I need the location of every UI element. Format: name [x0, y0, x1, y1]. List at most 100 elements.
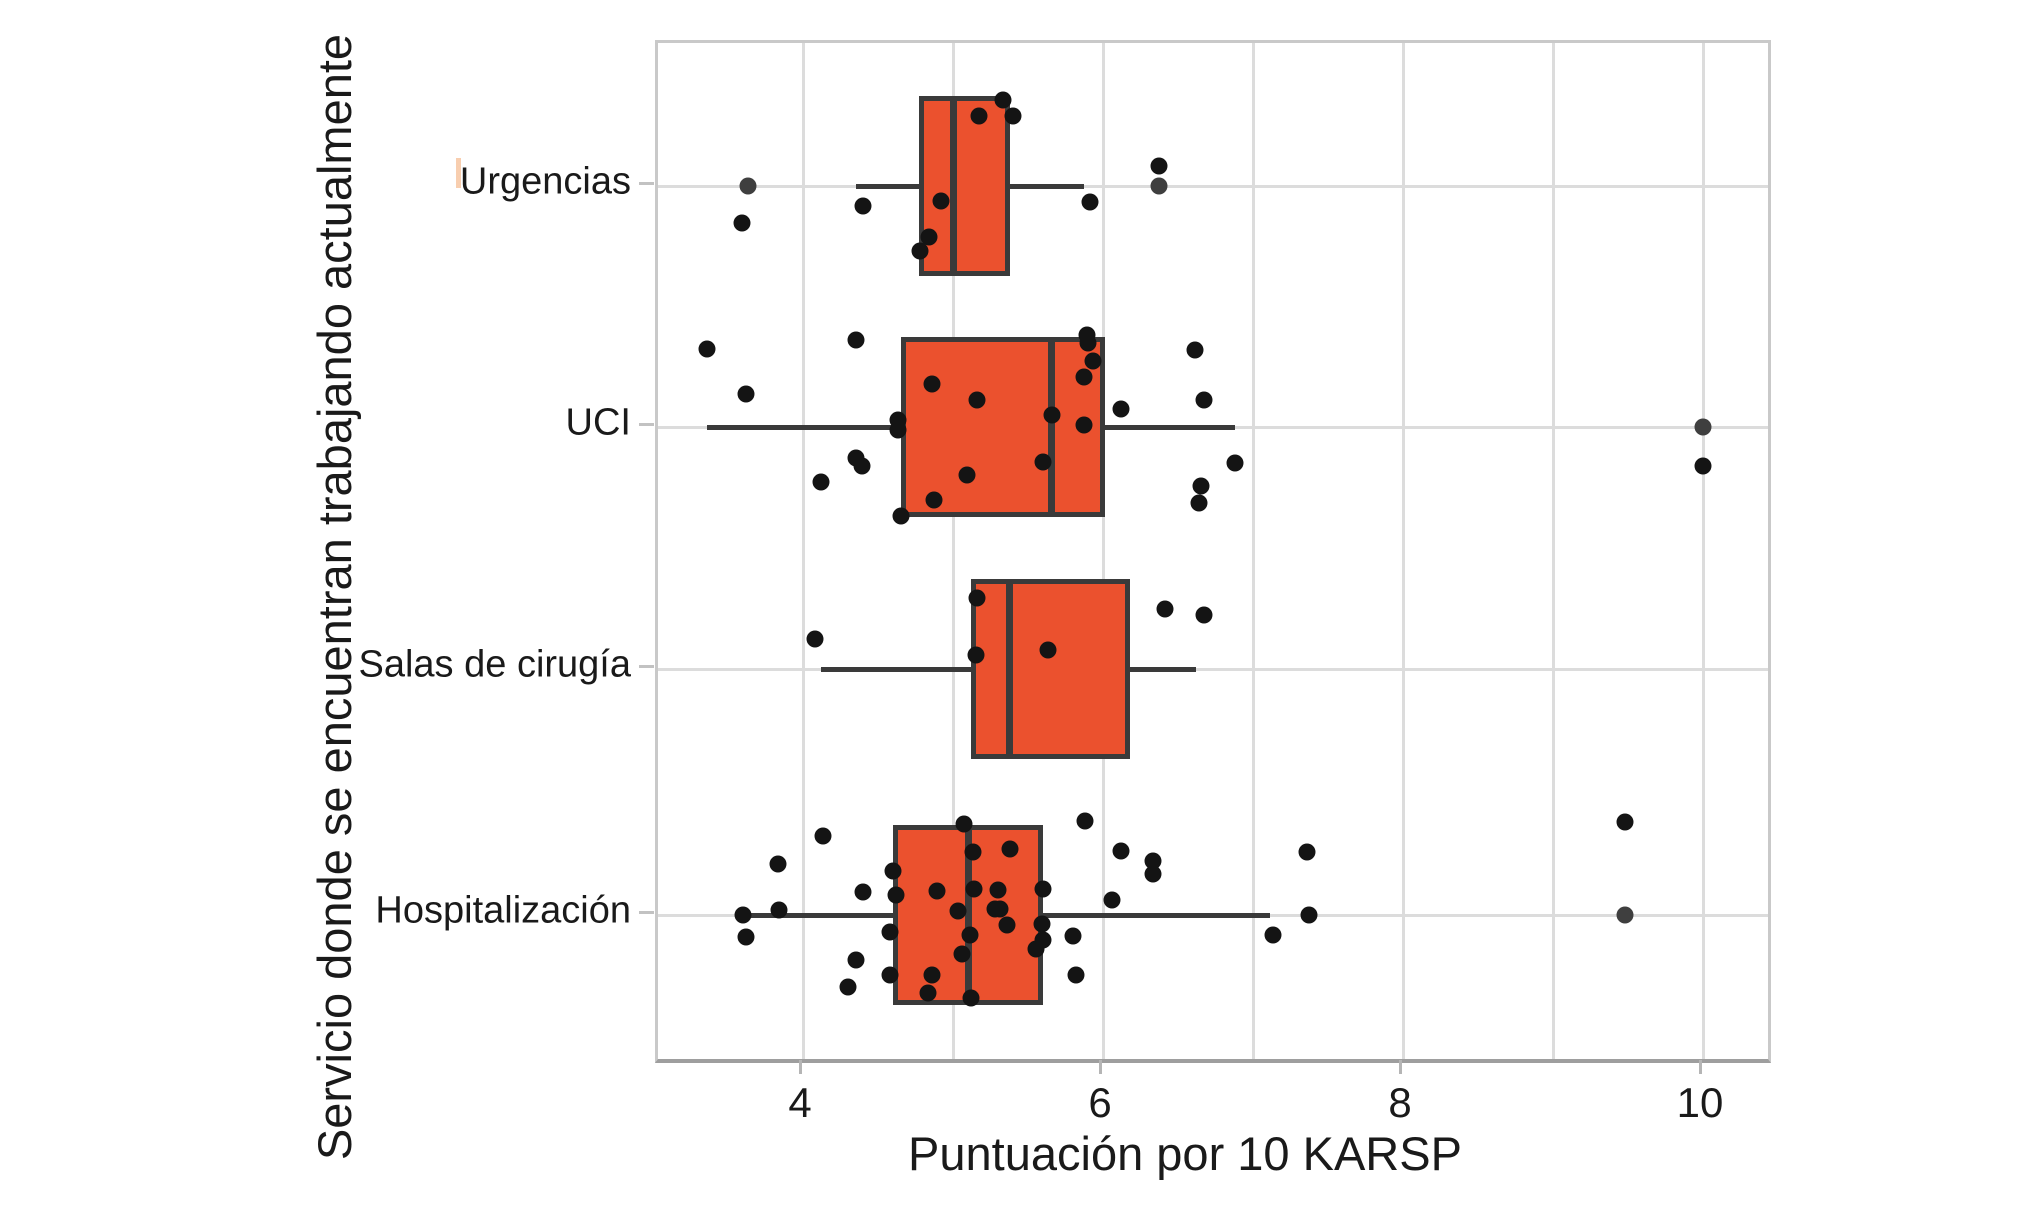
data-point — [839, 978, 857, 996]
data-point — [853, 457, 870, 475]
data-point — [967, 646, 984, 664]
x-gridline — [1402, 43, 1405, 1059]
data-point — [1226, 454, 1244, 472]
data-point — [1112, 842, 1130, 860]
outlier-point — [1150, 177, 1167, 195]
data-point — [1264, 926, 1281, 944]
data-point — [925, 491, 942, 509]
data-point — [1112, 400, 1130, 418]
data-point — [1616, 813, 1634, 831]
data-point — [1144, 865, 1161, 883]
data-point — [881, 966, 899, 984]
y-axis-category-label: Hospitalización — [375, 889, 631, 932]
x-gridline — [1252, 43, 1255, 1059]
y-axis-title: Servicio donde se encuentran trabajando … — [308, 33, 362, 1161]
data-point — [968, 391, 986, 409]
x-axis-tick-label: 8 — [1388, 1079, 1412, 1126]
data-point — [847, 951, 864, 969]
y-axis-tick — [639, 182, 654, 185]
data-point — [1195, 391, 1212, 409]
y-axis-tick — [639, 665, 654, 668]
data-point — [881, 923, 899, 941]
outlier-point — [1616, 906, 1634, 924]
data-point — [1033, 915, 1050, 933]
data-point — [1103, 891, 1121, 909]
x-axis-tick — [1699, 1060, 1702, 1074]
data-point — [1144, 852, 1161, 870]
y-axis-category-label: Urgencias — [459, 160, 631, 203]
data-point — [770, 901, 788, 919]
boxplot-median — [1005, 579, 1013, 759]
x-gridline — [1552, 43, 1555, 1059]
data-point — [961, 926, 978, 944]
x-axis-tick-label: 6 — [1088, 1079, 1112, 1126]
data-point — [1084, 352, 1101, 370]
data-point — [887, 886, 905, 904]
x-axis-tick-label: 10 — [1676, 1079, 1724, 1126]
data-point — [949, 902, 966, 920]
data-point — [1043, 406, 1061, 424]
x-gridline — [952, 43, 955, 1059]
y-gridline — [658, 668, 1768, 671]
data-point — [892, 507, 909, 525]
boxplot-box — [900, 337, 1105, 517]
data-point — [698, 340, 716, 358]
y-axis-category-label: UCI — [565, 401, 631, 444]
data-point — [1156, 600, 1173, 618]
boxplot-box — [971, 579, 1130, 759]
data-point — [932, 192, 950, 210]
axis-artifact-tick — [456, 158, 461, 188]
x-gridline — [802, 43, 805, 1059]
boxplot-median — [1047, 337, 1055, 517]
data-point — [928, 882, 945, 900]
data-point — [970, 107, 987, 125]
data-point — [958, 466, 975, 484]
x-axis-tick — [799, 1060, 802, 1074]
data-point — [994, 91, 1011, 109]
data-point — [911, 242, 929, 260]
data-point — [1076, 812, 1094, 830]
data-point — [1079, 334, 1097, 352]
data-point — [884, 862, 902, 880]
x-axis-tick — [1399, 1060, 1402, 1074]
data-point — [962, 989, 980, 1007]
data-point — [812, 473, 830, 491]
plot-panel — [655, 40, 1771, 1063]
data-point — [1300, 906, 1317, 924]
data-point — [1081, 193, 1098, 211]
data-point — [1694, 457, 1712, 475]
data-point — [919, 984, 936, 1002]
data-point — [986, 900, 1004, 918]
data-point — [1192, 477, 1209, 495]
data-point — [854, 197, 872, 215]
data-point — [734, 906, 752, 924]
data-point — [1034, 880, 1052, 898]
data-point — [955, 815, 972, 833]
outlier-point — [739, 177, 756, 195]
data-point — [1064, 927, 1082, 945]
data-point — [1001, 840, 1019, 858]
data-point — [1298, 843, 1316, 861]
data-point — [806, 630, 824, 648]
x-axis-title: Puntuación por 10 KARSP — [908, 1127, 1462, 1180]
data-point — [814, 827, 831, 845]
data-point — [923, 966, 941, 984]
data-point — [733, 214, 750, 232]
data-point — [889, 421, 906, 439]
data-point — [1195, 606, 1212, 624]
data-point — [953, 945, 971, 963]
data-point — [964, 843, 981, 861]
x-gridline — [1702, 43, 1705, 1059]
data-point — [847, 331, 864, 349]
outlier-point — [1694, 418, 1712, 436]
x-axis-tick-label: 4 — [788, 1079, 812, 1126]
boxplot-box — [918, 96, 1010, 276]
data-point — [1075, 368, 1092, 386]
data-point — [1027, 940, 1044, 958]
y-axis-category-label: Salas de cirugía — [358, 643, 632, 686]
data-point — [854, 883, 872, 901]
data-point — [998, 916, 1016, 934]
data-point — [989, 881, 1007, 899]
x-gridline — [1102, 43, 1105, 1059]
